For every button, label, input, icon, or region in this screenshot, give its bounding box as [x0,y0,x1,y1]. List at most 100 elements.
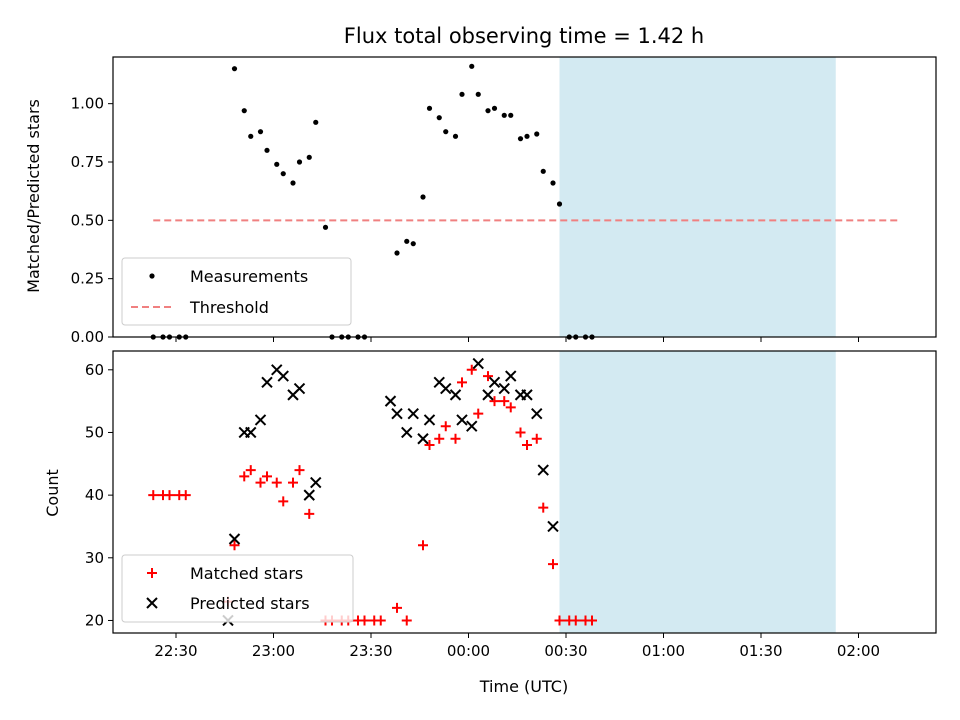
matched-star-point [450,433,461,444]
matched-star-point [457,377,467,388]
x-tick-label: 01:00 [642,642,685,660]
measurement-point [264,147,270,153]
top-panel: 0.00 0.25 0.50 0.75 1.00 Measurements Threshol… [71,56,937,346]
top-y-axis-label: Matched/Predicted stars [24,99,43,293]
top-shaded-region [559,57,836,337]
bottom-shaded-region [559,351,836,633]
measurement-point [296,159,303,165]
top-y-tick-label: 0.25 [71,270,104,288]
predicted-star-point [456,414,468,426]
matched-star-point [294,465,305,476]
x-axis-label: Time (UTC) [479,677,568,696]
matched-star-point [531,433,542,444]
measurement-point [459,91,465,97]
x-tick-label: 01:30 [739,642,782,660]
x-tick-label: 00:00 [447,642,490,660]
legend-measurements-marker [149,273,155,279]
measurement-point [290,180,296,186]
top-y-tick-label: 0.50 [71,211,104,229]
legend-matched-label: Matched stars [190,564,303,583]
measurement-point [257,129,264,135]
legend-matched-marker [147,568,157,578]
predicted-star-point [505,370,517,382]
bottom-y-tick-label: 40 [85,486,104,504]
bottom-y-tick-label: 30 [85,549,104,567]
matched-star-point [255,477,266,488]
bottom-panel: 22:30 23:00 23:30 00:00 00:30 01:00 01:30 02:00… [85,350,937,660]
x-tick-label: 22:30 [154,642,197,660]
matched-star-point [499,396,510,407]
measurement-point [491,105,498,111]
measurement-point [443,129,449,135]
matched-star-point [473,408,484,419]
measurement-point [508,112,514,118]
predicted-star-point [440,382,452,395]
measurement-point [231,66,238,72]
predicted-star-point [310,476,322,489]
matched-star-point [538,502,549,513]
top-frame [112,56,937,338]
predicted-star-point [482,389,494,401]
measurement-point [501,112,507,118]
matched-star-point [229,540,240,551]
matched-star-point [245,465,256,476]
measurement-point [248,133,254,139]
measurement-point [241,108,247,114]
legend-predicted-label: Predicted stars [190,594,310,613]
top-y-tick-label: 0.75 [71,153,104,171]
predicted-star-point [245,426,257,439]
matched-star-point [570,615,581,626]
matched-star-point [148,490,159,501]
x-tick-label: 00:30 [544,642,587,660]
matched-star-point [548,559,558,570]
matched-star-point [278,496,289,507]
predicted-star-point [537,464,549,476]
bottom-legend [121,554,354,623]
measurement-point [475,91,481,97]
measurement-point [394,250,400,256]
predicted-star-point [277,370,289,382]
legend-threshold-label: Threshold [189,298,269,317]
predicted-star-point [449,389,462,401]
matched-star-point [466,364,477,375]
predicted-star-point [293,382,306,395]
measurement-point [426,105,433,111]
measurement-point [517,136,524,142]
measurement-point [550,180,556,186]
x-tick-label: 02:00 [837,642,880,660]
measurement-point [469,63,475,69]
predicted-star-point [423,414,436,426]
matched-star-point [180,490,191,501]
measurement-point [534,131,540,137]
measurement-point [556,201,563,207]
chart-title: Flux total observing time = 1.42 h [344,24,704,48]
matched-star-point [587,615,597,626]
measurement-point [452,133,459,139]
predicted-star-point [254,414,267,426]
measurement-point [313,119,319,125]
predicted-star-point [384,395,397,407]
matched-star-point [375,615,386,626]
matched-star-point [271,477,282,488]
measurement-point [404,238,410,244]
top-y-tick-label: 1.00 [71,95,104,113]
bottom-y-tick-label: 50 [85,423,104,441]
predicted-star-point [472,357,484,370]
matched-star-point [392,602,402,613]
predicted-star-point [531,407,543,420]
matched-star-point [304,508,315,519]
predicted-star-point [391,407,403,420]
bottom-y-tick-label: 60 [85,361,104,379]
measurement-point [485,108,491,114]
matched-star-point [434,433,445,444]
bottom-y-tick-label: 20 [85,611,104,629]
predicted-star-point [228,533,241,545]
matched-star-point [515,427,526,438]
predicted-star-point [407,407,419,420]
matched-star-point [418,540,428,551]
matched-star-point [262,471,272,482]
x-tick-label: 23:00 [252,642,295,660]
measurement-point [306,154,312,160]
predicted-star-point [261,376,273,389]
